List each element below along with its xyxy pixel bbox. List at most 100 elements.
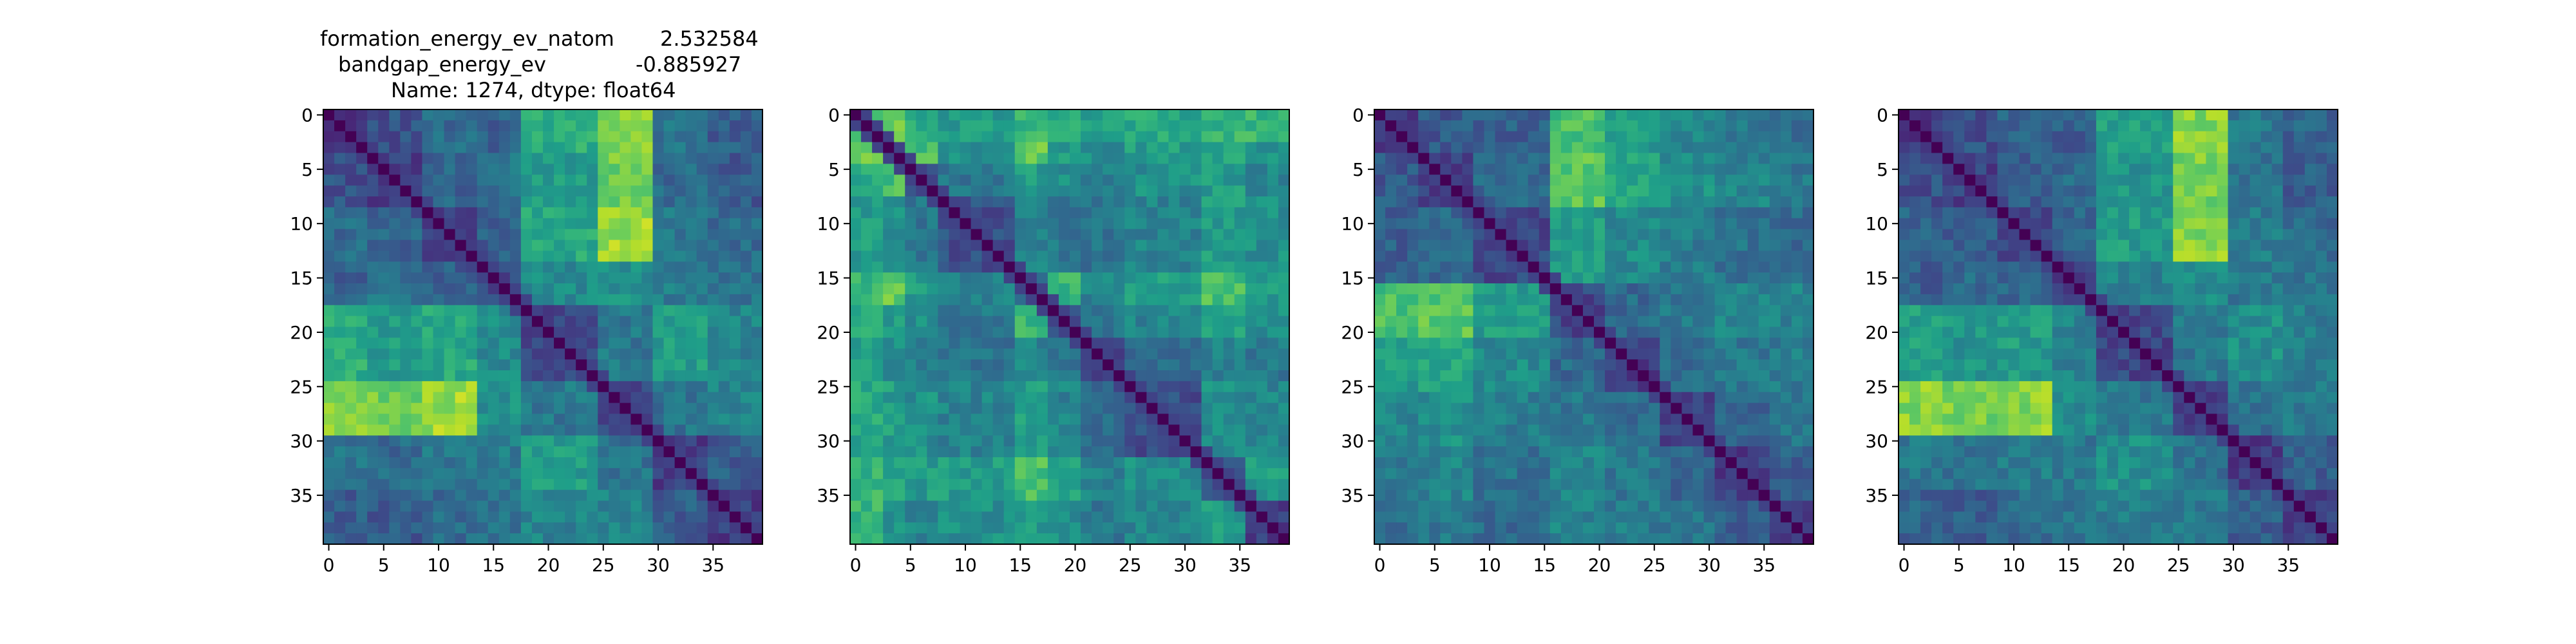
- heatmap-cell: [1495, 261, 1507, 273]
- heatmap-cell: [1671, 424, 1682, 436]
- heatmap-cell: [729, 251, 741, 262]
- heatmap-cell: [1703, 522, 1716, 534]
- heatmap-cell: [1473, 272, 1485, 284]
- heatmap-cell: [1703, 533, 1716, 545]
- heatmap-cell: [1103, 294, 1114, 306]
- heatmap-cell: [1036, 196, 1048, 208]
- heatmap-cell: [1671, 305, 1682, 317]
- heatmap-cell: [916, 251, 927, 262]
- heatmap-cell: [1484, 424, 1496, 436]
- heatmap-cell: [1780, 305, 1792, 317]
- heatmap-cell: [949, 131, 961, 143]
- heatmap-cell: [1495, 164, 1507, 175]
- heatmap-cell: [1549, 175, 1562, 186]
- heatmap-cell: [1638, 251, 1649, 262]
- heatmap-cell: [1714, 500, 1727, 512]
- heatmap-cell: [861, 131, 873, 143]
- heatmap-cell: [543, 478, 554, 491]
- heatmap-cell: [894, 370, 905, 382]
- heatmap-cell: [1135, 435, 1147, 447]
- heatmap-cell: [685, 261, 697, 273]
- heatmap-cell: [433, 153, 445, 164]
- x-tick-label: 0: [850, 554, 862, 576]
- heatmap-cell: [1681, 164, 1694, 175]
- heatmap-cell: [1374, 424, 1386, 436]
- heatmap-cell: [696, 316, 708, 328]
- heatmap-cell: [576, 251, 587, 262]
- heatmap-cell: [1396, 185, 1408, 197]
- heatmap-cell: [718, 511, 730, 523]
- heatmap-cell: [598, 131, 609, 143]
- heatmap-cell: [872, 457, 884, 469]
- heatmap-cell: [1103, 327, 1114, 338]
- heatmap-cell: [652, 164, 665, 175]
- y-tick-label: 15: [290, 268, 313, 289]
- heatmap-cell: [1081, 381, 1092, 393]
- heatmap-cell: [543, 294, 554, 306]
- heatmap-cell: [1113, 153, 1125, 164]
- heatmap-cell: [1473, 337, 1485, 349]
- heatmap-cell: [729, 533, 741, 545]
- heatmap-cell: [1081, 489, 1092, 502]
- heatmap-cell: [1179, 413, 1191, 425]
- heatmap-cell: [400, 500, 412, 512]
- heatmap-cell: [1517, 392, 1529, 404]
- heatmap-cell: [685, 185, 697, 197]
- heatmap-cell: [1571, 500, 1584, 512]
- heatmap-cell: [1560, 196, 1573, 208]
- heatmap-cell: [1582, 109, 1595, 121]
- heatmap-cell: [466, 533, 478, 545]
- heatmap-cell: [971, 316, 983, 328]
- heatmap-cell: [992, 500, 1005, 512]
- heatmap-cell: [1649, 327, 1660, 338]
- heatmap-cell: [323, 251, 335, 262]
- heatmap-cell: [696, 424, 708, 436]
- heatmap-cell: [1385, 413, 1397, 425]
- heatmap-cell: [1201, 478, 1213, 491]
- heatmap-cell: [1649, 272, 1660, 284]
- heatmap-cell: [411, 489, 423, 502]
- heatmap-cell: [861, 457, 873, 469]
- heatmap-cell: [652, 359, 665, 371]
- heatmap-cell: [1582, 327, 1595, 338]
- heatmap-cell: [1616, 424, 1627, 436]
- heatmap-cell: [696, 120, 708, 132]
- heatmap-cell: [1660, 218, 1671, 230]
- heatmap-cell: [1014, 218, 1027, 230]
- heatmap-cell: [1681, 327, 1694, 338]
- heatmap-cell: [345, 294, 357, 306]
- heatmap-cell: [1201, 522, 1213, 534]
- heatmap-cell: [1671, 489, 1682, 502]
- heatmap-cell: [1638, 327, 1649, 338]
- heatmap-cell: [334, 522, 346, 534]
- heatmap-cell: [1418, 153, 1430, 164]
- heatmap-cell: [1506, 185, 1518, 197]
- heatmap-cell: [1616, 185, 1627, 197]
- heatmap-cell: [1714, 120, 1727, 132]
- heatmap-cell: [981, 207, 994, 219]
- heatmap-cell: [411, 392, 423, 404]
- heatmap-cell: [389, 305, 401, 317]
- heatmap-cell: [894, 305, 905, 317]
- heatmap-cell: [927, 511, 938, 523]
- heatmap-cell: [1025, 337, 1037, 349]
- heatmap-cell: [1681, 316, 1694, 328]
- heatmap-cell: [1605, 196, 1616, 208]
- heatmap-cell: [367, 120, 379, 132]
- heatmap-cell: [960, 348, 972, 360]
- heatmap-cell: [1278, 305, 1290, 317]
- heatmap-cell: [1692, 131, 1705, 143]
- heatmap-cell: [565, 185, 576, 197]
- heatmap-cell: [1473, 294, 1485, 306]
- heatmap-cell: [1157, 370, 1170, 382]
- heatmap-cell: [685, 120, 697, 132]
- heatmap-cell: [1671, 185, 1682, 197]
- y-tick-label: 35: [290, 485, 313, 506]
- heatmap-cell: [707, 196, 719, 208]
- heatmap-cell: [509, 468, 522, 480]
- heatmap-cell: [663, 424, 676, 436]
- heatmap-cell: [345, 500, 357, 512]
- heatmap-cell: [1212, 153, 1224, 164]
- heatmap-cell: [663, 229, 676, 241]
- heatmap-cell: [1058, 294, 1070, 306]
